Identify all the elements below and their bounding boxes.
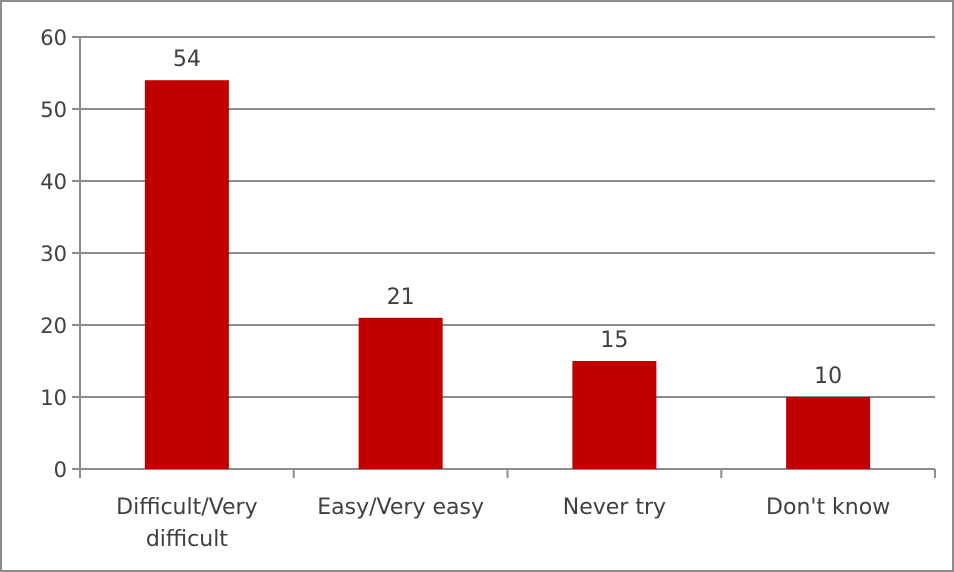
x-category-label-line: Don't know	[766, 495, 890, 520]
x-category-label-line: difficult	[146, 527, 228, 552]
y-tick-label: 60	[40, 26, 67, 50]
x-category-label: Never try	[563, 495, 666, 520]
y-tick-label: 40	[40, 170, 67, 194]
x-category-label: Difficult/Very difficult	[116, 495, 257, 552]
bar	[786, 397, 871, 469]
x-category-label-line: Easy/Very easy	[317, 495, 484, 520]
y-tick-label: 50	[40, 98, 67, 122]
x-category-label-line: Difficult/Very	[116, 495, 257, 520]
y-tick-label: 0	[54, 458, 67, 482]
bar	[358, 317, 443, 469]
bars	[144, 80, 871, 469]
bar	[144, 80, 229, 469]
y-tick-label: 30	[40, 242, 67, 266]
y-tick-label: 10	[40, 386, 67, 410]
x-category-label: Don't know	[766, 495, 890, 520]
x-category-label-line: Never try	[563, 495, 666, 520]
data-label: 10	[814, 364, 842, 389]
bar	[572, 361, 657, 469]
y-tick-label: 20	[40, 314, 67, 338]
data-label: 21	[387, 285, 415, 310]
labels: 0 10 20 30 40 50 60 54 Difficult/Very difficult 21…	[40, 26, 890, 552]
data-label: 54	[173, 47, 201, 72]
x-category-label: Easy/Very easy	[317, 495, 484, 520]
data-label: 15	[600, 328, 628, 353]
